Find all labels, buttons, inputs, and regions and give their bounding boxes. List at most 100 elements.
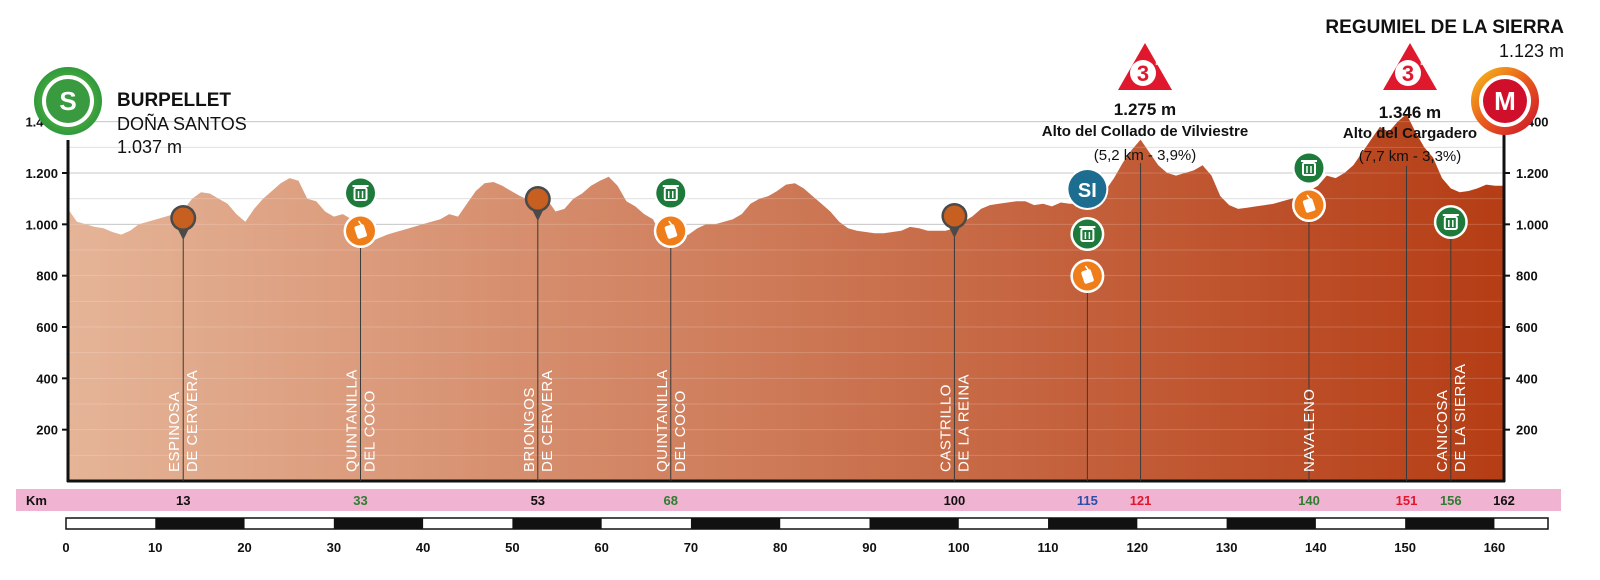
bottle-icon-strap — [1084, 265, 1089, 271]
km-band-value: 121 — [1130, 493, 1152, 508]
km-band-value: 156 — [1440, 493, 1462, 508]
feed-zone-icon-bin — [1301, 162, 1316, 176]
y-axis: 200 200 400 400 600 600 800 800 1.000 1.000 1.200 1… — [25, 115, 1548, 438]
town-name-line1: BRIONGOS — [521, 387, 538, 472]
scale-bar-tick-label: 110 — [1038, 540, 1059, 555]
sprint-icon — [1068, 170, 1107, 208]
y-tick-label-left: 800 — [36, 269, 58, 284]
km-band-label: Km — [26, 493, 47, 508]
scale-bar-segment — [869, 518, 959, 529]
town-name: BRIONGOS DE CERVERA — [521, 370, 556, 472]
town-name: QUINTANILLA DEL COCO — [344, 369, 379, 472]
scale-bar-segment — [1405, 518, 1495, 529]
climb-detail: (5,2 km - 3,9%) — [1094, 147, 1197, 164]
climb-marker: 3 ª 1.275 m Alto del Collado de Vilviestre (… — [1042, 38, 1248, 481]
km-band-value: 53 — [531, 493, 545, 508]
scale-bar-tick-label: 160 — [1484, 540, 1506, 555]
scale-bar-tick-label: 120 — [1126, 540, 1148, 555]
y-tick-label-left: 600 — [36, 320, 58, 335]
town-name-line1: NAVALENO — [1301, 389, 1318, 472]
sprint-icon-label: SI — [1078, 180, 1097, 202]
scale-bar-tick-label: 150 — [1394, 540, 1416, 555]
feed-zone-icon-bin — [663, 187, 678, 201]
finish-name: REGUMIEL DE LA SIERRA — [1325, 17, 1564, 38]
climb-category-suffix: ª — [1155, 60, 1159, 70]
town-name: CASTRILLO DE LA REINA — [937, 374, 972, 472]
climb-marker: 3 ª 1.346 m Alto del Cargadero (7,7 km - 3,3… — [1343, 38, 1477, 481]
town-name-line1: CANICOSA — [1434, 390, 1451, 472]
town-name-line1: CASTRILLO — [937, 384, 954, 472]
bottle-icon-strap — [668, 220, 673, 226]
elevation-profile — [68, 114, 1504, 481]
finish-icon-letter: M — [1494, 86, 1516, 116]
town-marker: SI — [1066, 168, 1109, 481]
y-tick-label-left: 1.000 — [25, 217, 58, 232]
climb-name: Alto del Cargadero — [1343, 125, 1477, 142]
town-marker: ESPINOSA DE CERVERA — [166, 205, 201, 481]
y-tick-label-left: 1.200 — [25, 166, 58, 181]
km-band-background — [16, 489, 1561, 511]
scale-bar-tick-label: 0 — [62, 540, 69, 555]
scale-bar-tick-label: 140 — [1305, 540, 1327, 555]
scale-bar-tick-label: 20 — [237, 540, 251, 555]
feed-zone-icon — [1072, 219, 1102, 249]
bottle-icon-strap — [357, 220, 363, 226]
start-altitude: 1.037 m — [117, 137, 182, 157]
town-name: NAVALENO — [1301, 389, 1318, 472]
town-name-line1: QUINTANILLA — [654, 369, 671, 472]
finish-altitude: 1.123 m — [1499, 41, 1564, 61]
climb-altitude: 1.275 m — [1114, 100, 1176, 119]
town-name-line1: ESPINOSA — [166, 391, 183, 472]
scale-bar-segment — [333, 518, 424, 529]
bottle-icon-body — [1081, 269, 1094, 284]
climb-category-suffix: ª — [1420, 60, 1424, 70]
scale-bar-tick-label: 10 — [148, 540, 162, 555]
bottle-icon-strap — [1306, 194, 1311, 200]
y-tick-label-right: 1.000 — [1516, 217, 1549, 232]
elevation-area — [68, 114, 1504, 481]
map-pin-icon — [943, 205, 965, 227]
start-icon — [46, 79, 90, 123]
scale-bar-tick-label: 90 — [862, 540, 876, 555]
km-band-value: 13 — [176, 493, 190, 508]
climb-category-icon-disc — [1130, 60, 1156, 86]
town-marker: CASTRILLO DE LA REINA — [937, 203, 972, 481]
town-marker: CANICOSA DE LA SIERRA — [1433, 205, 1469, 481]
scale-bar-tick-label: 50 — [505, 540, 519, 555]
scale-bar-tick-label: 40 — [416, 540, 430, 555]
town-marker: QUINTANILLA DEL COCO — [343, 176, 379, 481]
town-name-line2: DEL COCO — [672, 390, 689, 472]
town-marker: BRIONGOS DE CERVERA — [521, 186, 556, 481]
map-pin-icon — [527, 188, 549, 210]
scale-bar-segment — [512, 518, 602, 529]
feed-zone-icon — [1436, 207, 1466, 237]
start-name: BURPELLET — [117, 90, 231, 111]
feed-zone-icon — [1294, 153, 1324, 183]
feed-zone-icon — [346, 178, 376, 208]
town-name-line1: QUINTANILLA — [344, 369, 361, 472]
feed-zone-icon — [656, 178, 686, 208]
town-marker: NAVALENO — [1291, 151, 1326, 481]
climb-name: Alto del Collado de Vilviestre — [1042, 123, 1248, 140]
scale-bar-tick-label: 30 — [327, 540, 341, 555]
town-name: QUINTANILLA DEL COCO — [654, 369, 689, 472]
scale-bar-segment — [1226, 518, 1316, 529]
feed-zone-icon-bin — [353, 187, 368, 201]
start-icon-letter: S — [59, 86, 76, 116]
scale-bar-segment — [690, 518, 781, 529]
scale-bar-tick-label: 130 — [1216, 540, 1238, 555]
town-name: ESPINOSA DE CERVERA — [166, 370, 201, 472]
town-marker: QUINTANILLA DEL COCO — [653, 176, 689, 481]
y-tick-label-right: 1.200 — [1516, 166, 1549, 181]
town-name: CANICOSA DE LA SIERRA — [1434, 363, 1469, 472]
map-pin-icon — [172, 207, 194, 229]
finish-marker: M REGUMIEL DE LA SIERRA 1.123 m — [1325, 17, 1564, 135]
km-band-value: 151 — [1396, 493, 1418, 508]
km-band-value: 100 — [944, 493, 966, 508]
y-tick-label-right: 400 — [1516, 371, 1538, 386]
bottle-icon-body — [354, 224, 367, 239]
town-name-line2: DE LA REINA — [955, 374, 972, 472]
